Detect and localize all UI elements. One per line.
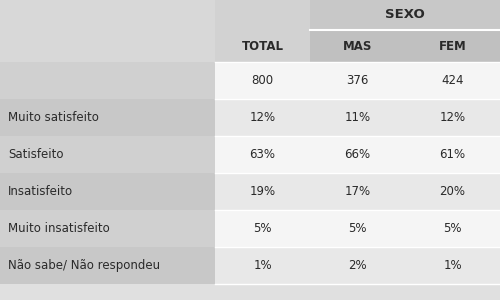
Bar	[0, 0, 215, 30]
Bar	[310, 99, 405, 136]
Text: Não sabe/ Não respondeu: Não sabe/ Não respondeu	[8, 259, 160, 272]
Bar	[215, 30, 310, 62]
Text: 424: 424	[442, 74, 464, 87]
Text: 63%: 63%	[250, 148, 276, 161]
Text: 800: 800	[252, 74, 274, 87]
Bar	[310, 173, 405, 210]
Bar	[405, 30, 500, 62]
Bar	[0, 173, 215, 210]
Bar	[0, 247, 215, 284]
Bar	[215, 99, 310, 136]
Bar	[215, 136, 310, 173]
Text: 17%: 17%	[344, 185, 370, 198]
Text: 61%: 61%	[440, 148, 466, 161]
Text: Insatisfeito: Insatisfeito	[8, 185, 73, 198]
Bar	[310, 136, 405, 173]
Text: 66%: 66%	[344, 148, 370, 161]
Text: 20%: 20%	[440, 185, 466, 198]
Text: FEM: FEM	[438, 40, 466, 52]
Text: Muito satisfeito: Muito satisfeito	[8, 111, 99, 124]
Text: 1%: 1%	[443, 259, 462, 272]
Text: 2%: 2%	[348, 259, 367, 272]
Text: Satisfeito: Satisfeito	[8, 148, 64, 161]
Text: 19%: 19%	[250, 185, 276, 198]
Bar	[215, 62, 310, 99]
Text: MAS: MAS	[343, 40, 372, 52]
Text: 1%: 1%	[253, 259, 272, 272]
Text: 5%: 5%	[444, 222, 462, 235]
Bar	[310, 0, 500, 30]
Bar	[215, 210, 310, 247]
Bar	[215, 0, 310, 30]
Bar	[310, 62, 405, 99]
Bar	[0, 136, 215, 173]
Bar	[310, 210, 405, 247]
Text: Muito insatisfeito: Muito insatisfeito	[8, 222, 110, 235]
Bar	[310, 247, 405, 284]
Text: TOTAL: TOTAL	[242, 40, 284, 52]
Text: 376: 376	[346, 74, 368, 87]
Bar	[0, 210, 215, 247]
Bar	[0, 99, 215, 136]
Bar	[405, 247, 500, 284]
Bar	[215, 247, 310, 284]
Text: 11%: 11%	[344, 111, 370, 124]
Text: SEXO: SEXO	[385, 8, 425, 22]
Bar	[0, 62, 215, 99]
Bar	[405, 210, 500, 247]
Bar	[405, 99, 500, 136]
Bar	[405, 136, 500, 173]
Text: 12%: 12%	[440, 111, 466, 124]
Text: 5%: 5%	[348, 222, 367, 235]
Bar	[0, 30, 215, 62]
Text: 12%: 12%	[250, 111, 276, 124]
Bar	[215, 173, 310, 210]
Bar	[405, 173, 500, 210]
Bar	[310, 30, 405, 62]
Bar	[405, 62, 500, 99]
Text: 5%: 5%	[254, 222, 272, 235]
